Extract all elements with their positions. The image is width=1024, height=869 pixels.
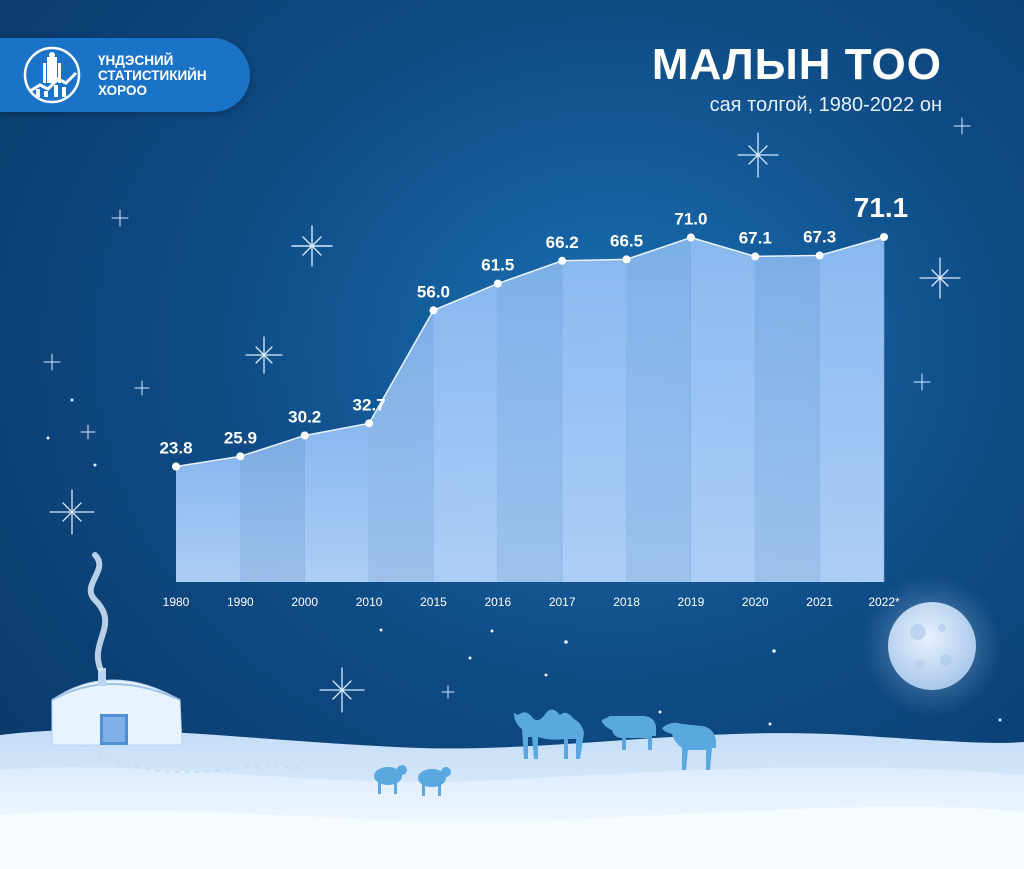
nso-logo-badge[interactable]: ҮНДЭСНИЙ СТАТИСТИКИЙН ХОРОО <box>0 38 250 112</box>
value-label: 56.0 <box>417 282 450 301</box>
logo-line-2: СТАТИСТИКИЙН <box>98 68 207 83</box>
x-tick-label: 2016 <box>484 595 511 609</box>
x-tick-label: 2000 <box>291 595 318 609</box>
data-point <box>815 251 824 260</box>
x-tick-label: 2010 <box>356 595 383 609</box>
sheep-icon <box>374 765 407 794</box>
data-point <box>300 431 309 440</box>
value-label: 61.5 <box>481 256 514 275</box>
livestock-silhouettes <box>374 709 716 796</box>
chart-subtitle: сая толгой, 1980-2022 он <box>709 94 942 116</box>
data-point <box>622 255 631 264</box>
series-polyline <box>175 236 885 468</box>
x-axis-ticks: 1980 1990 2000 2010 2015 2016 2017 2018 2019 2020… <box>163 595 900 609</box>
value-label: 71.1 <box>854 192 909 223</box>
x-tick-label: 2015 <box>420 595 447 609</box>
chart-title: МАЛЫН ТОО <box>651 40 942 89</box>
value-label: 71.0 <box>674 209 707 228</box>
value-label: 67.3 <box>803 227 836 246</box>
value-label: 30.2 <box>288 407 321 426</box>
value-label: 25.9 <box>224 428 257 447</box>
data-point <box>686 233 695 242</box>
data-point <box>751 252 760 261</box>
ger-yurt-icon <box>51 552 301 774</box>
x-tick-label: 1980 <box>163 595 190 609</box>
nso-emblem-icon <box>23 46 81 104</box>
area-segment <box>562 259 627 582</box>
area-segments <box>176 237 885 582</box>
snow-ground <box>0 729 1024 869</box>
sparkle-star-icons <box>43 117 971 713</box>
area-segment <box>433 283 498 582</box>
logo-line-1: ҮНДЭСНИЙ <box>98 53 174 68</box>
x-tick-label: 2021 <box>806 595 833 609</box>
value-label: 66.5 <box>610 231 643 250</box>
series-line <box>175 236 885 468</box>
moon-icon <box>862 576 1002 716</box>
value-label: 67.1 <box>739 228 772 247</box>
cow-icon <box>602 716 656 750</box>
area-segment <box>626 237 691 582</box>
x-tick-label: 2020 <box>742 595 769 609</box>
data-point <box>880 233 888 241</box>
area-segment <box>304 423 370 582</box>
camel-icon <box>514 709 584 759</box>
nso-logo-text: ҮНДЭСНИЙ СТАТИСТИКИЙН ХОРОО <box>98 53 248 98</box>
x-tick-label: 2019 <box>678 595 705 609</box>
data-point <box>236 452 245 461</box>
x-tick-label: 2022* <box>868 595 900 609</box>
data-point <box>558 256 567 265</box>
x-tick-label: 2018 <box>613 595 640 609</box>
area-segment <box>690 237 756 582</box>
x-tick-label: 1990 <box>227 595 254 609</box>
area-segment <box>369 310 434 582</box>
value-label: 66.2 <box>546 233 579 252</box>
data-point <box>365 419 374 428</box>
data-point <box>493 279 502 288</box>
horse-icon <box>662 722 716 770</box>
x-tick-label: 2017 <box>549 595 576 609</box>
tiny-star-dots <box>46 398 1002 726</box>
data-point <box>172 462 180 471</box>
area-segment <box>755 255 820 582</box>
value-label: 23.8 <box>159 439 192 458</box>
sheep-icon <box>418 767 451 796</box>
area-segment <box>176 456 241 582</box>
data-point <box>429 306 438 315</box>
value-label: 32.7 <box>353 395 386 414</box>
area-segment <box>819 237 884 582</box>
area-segment <box>497 260 563 582</box>
data-points <box>172 233 888 471</box>
value-labels: 23.8 25.9 30.2 32.7 56.0 61.5 66.2 66.5 71.0 67.1… <box>159 192 908 458</box>
area-segment <box>240 435 305 582</box>
logo-line-3: ХОРОО <box>98 83 147 98</box>
